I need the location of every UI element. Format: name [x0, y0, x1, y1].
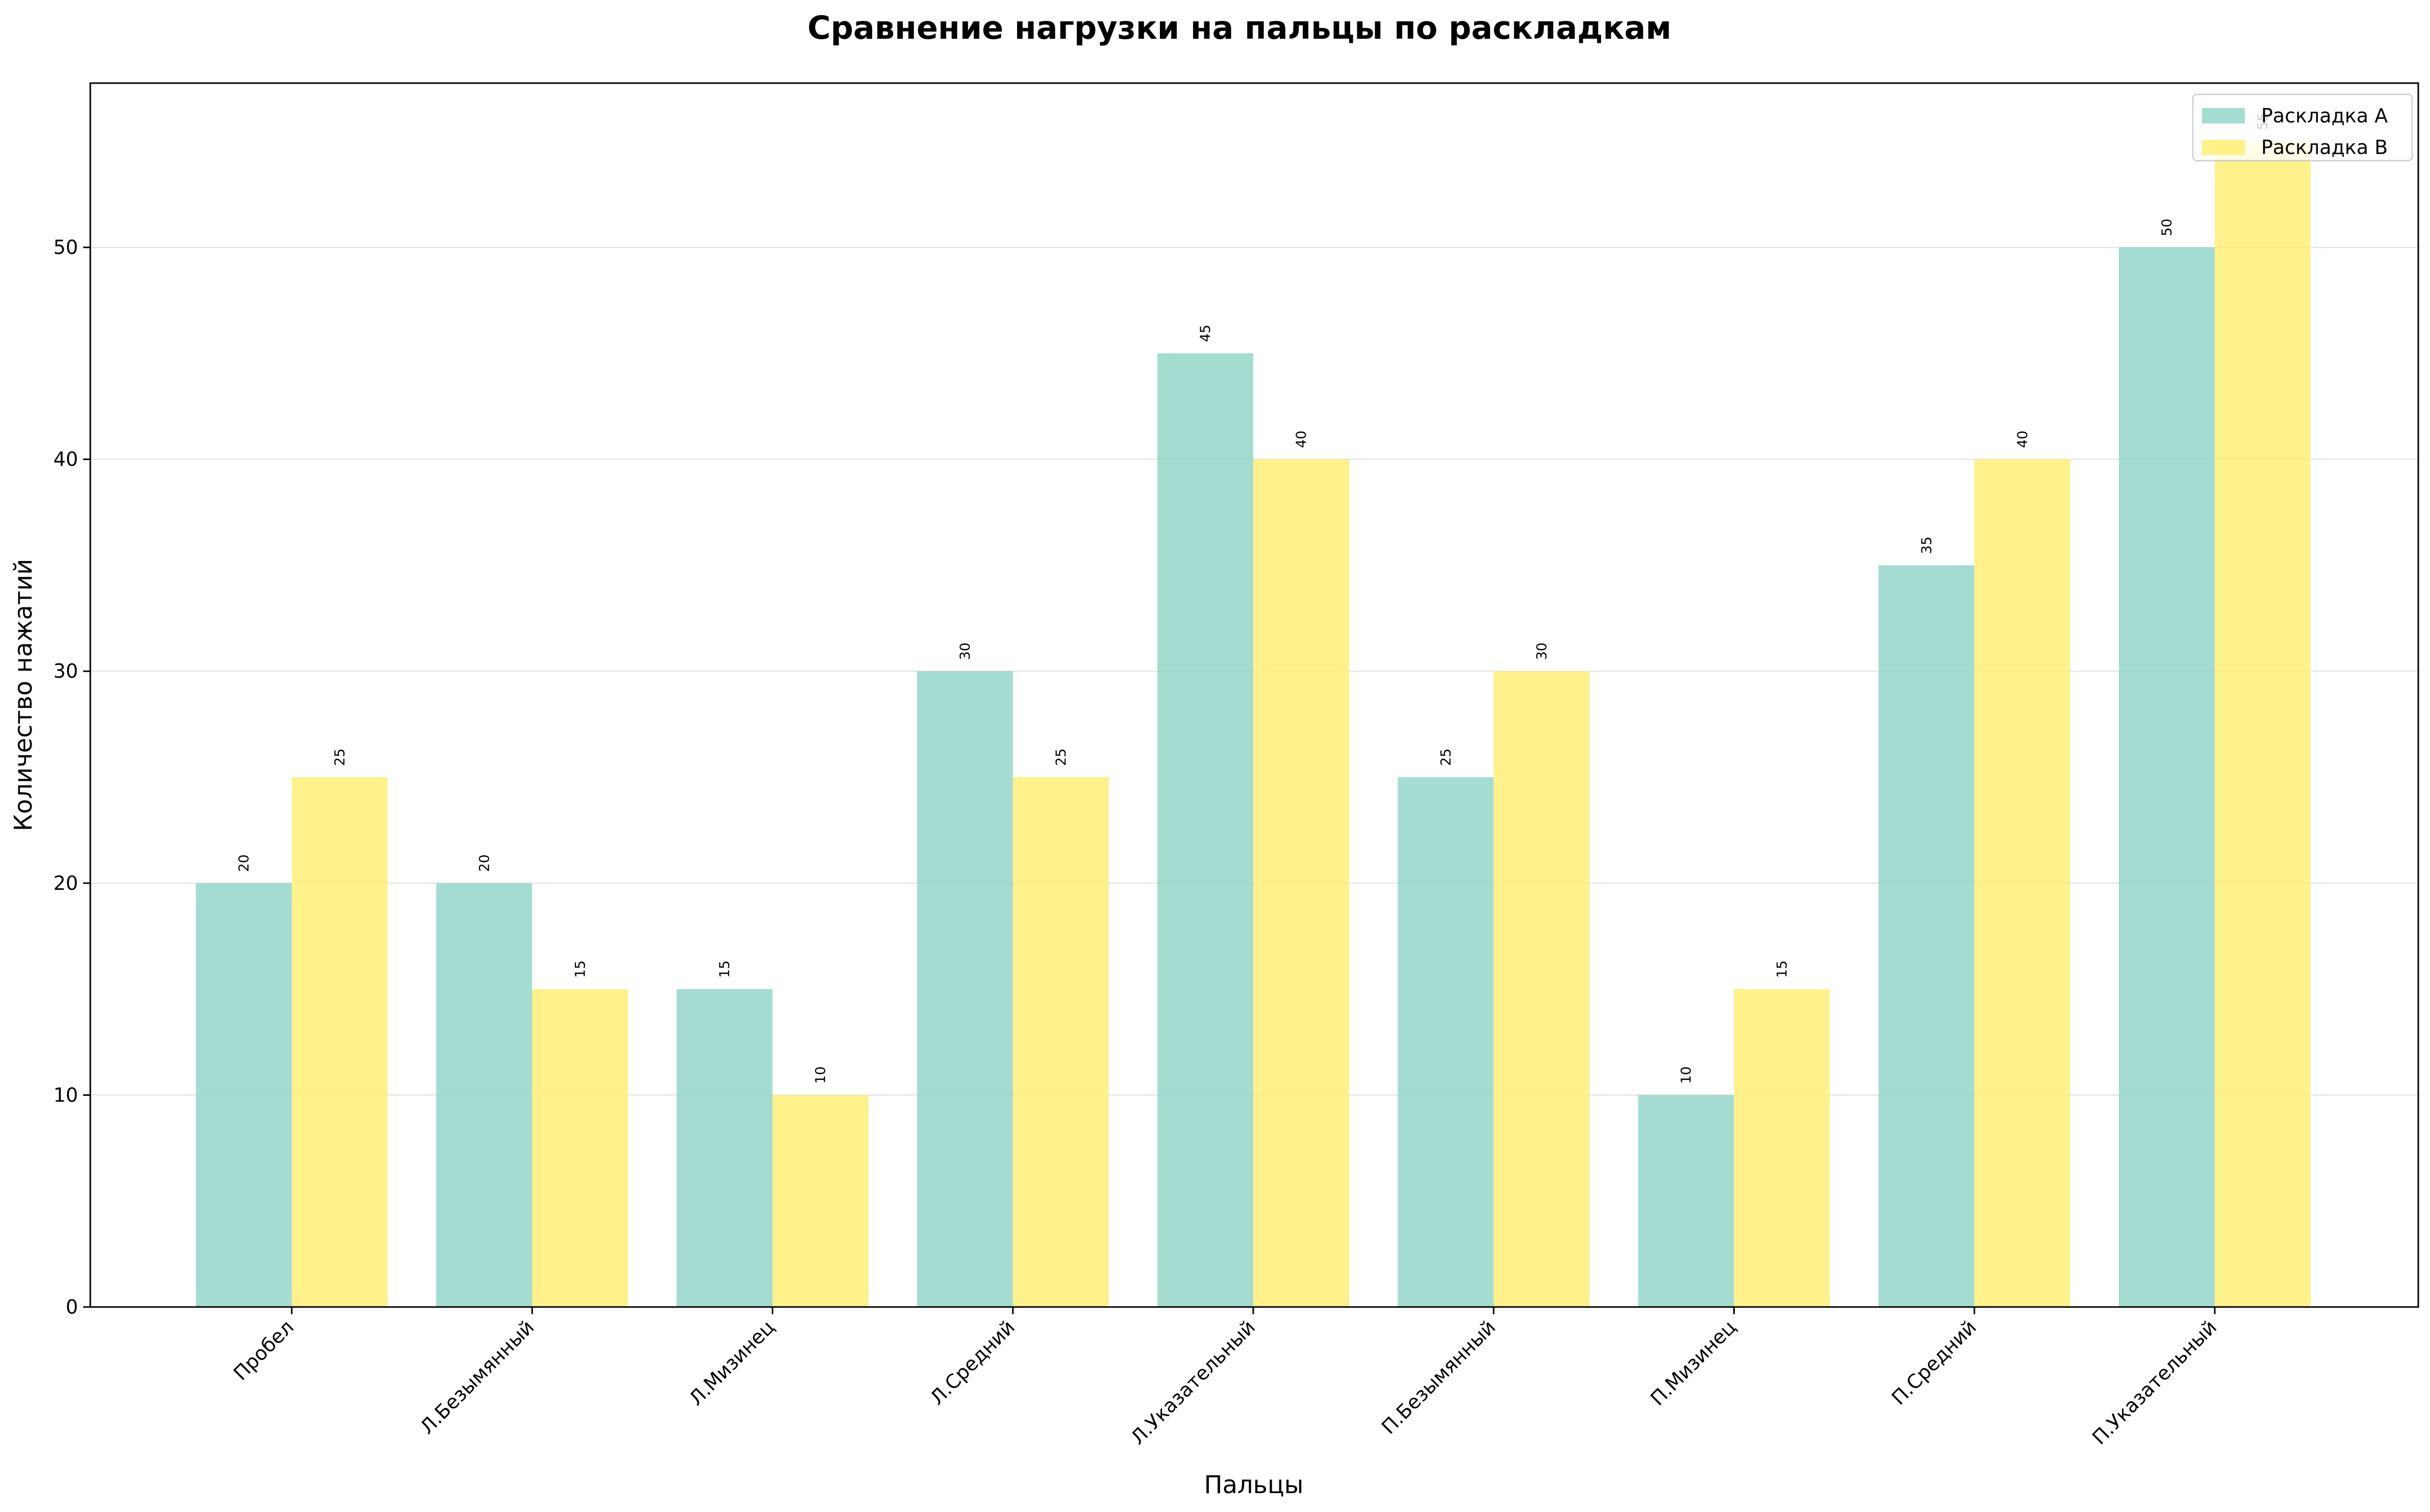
bar [1398, 777, 1494, 1307]
bar [1878, 565, 1975, 1307]
y-tick-label: 30 [54, 660, 78, 682]
bar-value-label: 40 [1294, 430, 1309, 448]
bar [1494, 671, 1590, 1307]
legend-label: Раскладка A [2261, 105, 2388, 127]
bar [772, 1095, 869, 1307]
bar [2215, 141, 2311, 1308]
bar-value-label: 40 [2015, 430, 2031, 448]
legend-box [2192, 93, 2413, 162]
bar [1638, 1095, 1734, 1307]
bar [1253, 459, 1349, 1307]
y-tick-label: 50 [54, 236, 78, 259]
bar-value-label: 30 [957, 643, 973, 660]
x-axis-label: Пальцы [1204, 1471, 1303, 1499]
bar [196, 883, 292, 1307]
bars [196, 141, 2311, 1308]
bar [292, 777, 388, 1307]
bar-value-label: 15 [572, 960, 588, 978]
bar [1974, 459, 2070, 1307]
y-tick-label: 40 [54, 448, 78, 471]
bar [676, 989, 773, 1307]
legend: Раскладка A Раскладка B [2192, 93, 2413, 162]
bar [1012, 777, 1109, 1307]
y-tick-label: 0 [66, 1296, 78, 1318]
bar-value-label: 10 [1679, 1066, 1694, 1084]
bar [1734, 989, 1830, 1307]
bar-value-label: 20 [476, 854, 492, 872]
plot-frame [89, 82, 2419, 1308]
bar-value-label: 25 [1053, 749, 1069, 766]
bar-value-label: 20 [236, 854, 252, 872]
bar [532, 989, 628, 1307]
bar-value-label: 10 [813, 1066, 829, 1084]
legend-swatch [2202, 140, 2245, 155]
bar [917, 671, 1013, 1307]
bar-value-label: 15 [1775, 960, 1790, 978]
bar-value-label: 45 [1198, 325, 1213, 342]
bar-value-label: 35 [1919, 536, 1935, 554]
legend-swatch [2202, 108, 2245, 123]
y-tick-label: 20 [54, 872, 78, 894]
bar-value-label: 50 [2159, 219, 2175, 236]
bar [2119, 247, 2215, 1308]
chart-title: Сравнение нагрузки на пальцы по раскладк… [807, 9, 1672, 46]
bar [436, 883, 533, 1307]
legend-label: Раскладка B [2261, 136, 2388, 159]
bar-value-label: 15 [717, 960, 733, 978]
y-axis-label: Количество нажатий [9, 559, 38, 831]
y-axis: 0 10 20 30 40 50 [54, 236, 90, 1318]
bar-value-label: 25 [1438, 749, 1454, 766]
bar [1157, 353, 1253, 1307]
bar-value-label: 25 [332, 749, 348, 766]
bar-value-label: 30 [1534, 643, 1550, 660]
data-labels: 202015304525103550251510254030154055 [236, 113, 2271, 1084]
y-tick-label: 10 [54, 1084, 78, 1106]
